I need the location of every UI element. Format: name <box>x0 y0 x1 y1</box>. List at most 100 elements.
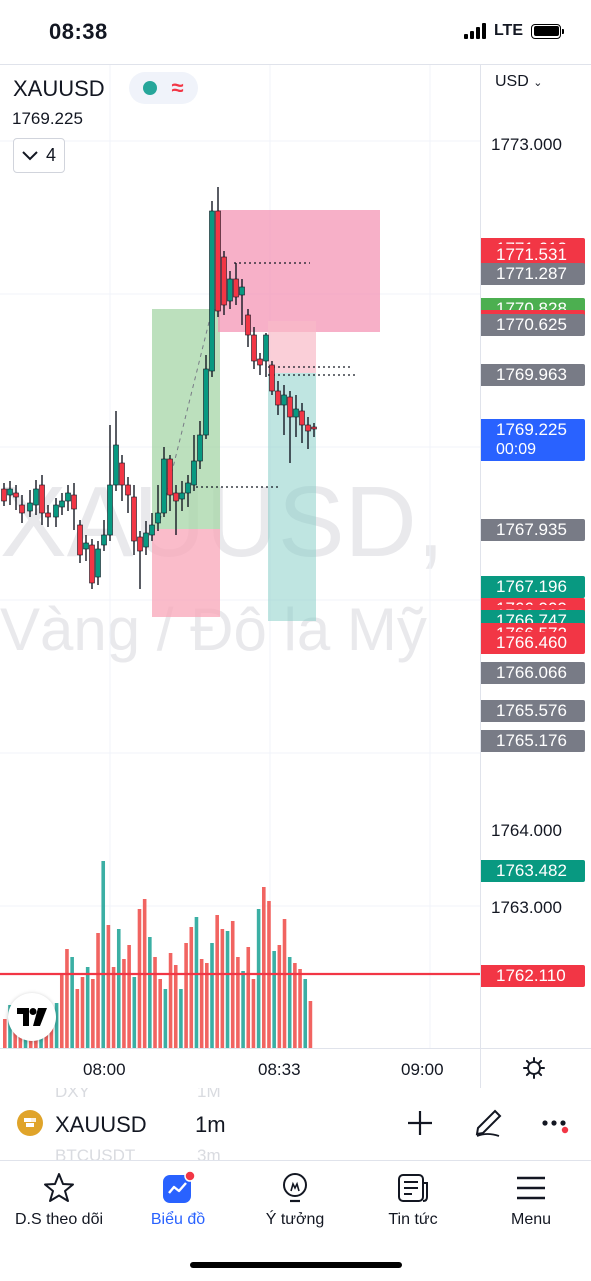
bearish-candle <box>257 358 263 366</box>
bearish-candle <box>221 256 227 306</box>
bearish-candle <box>89 544 95 584</box>
indicators-toggle-button[interactable]: 4 <box>13 138 65 173</box>
nav-item-ideas[interactable]: Ý tưởng <box>235 1171 355 1229</box>
volume-bar <box>236 957 240 1049</box>
volume-bar <box>75 989 80 1049</box>
currency-label: USD <box>495 73 529 90</box>
chart-pane[interactable]: XAUUSD, 1 Vàng / Đô la Mỹ XAUUSD ≈ 1769.… <box>0 64 480 1049</box>
volume-bar <box>210 943 214 1049</box>
bullish-candle <box>101 534 107 546</box>
price-axis[interactable]: USD ⌄ 1773.000 1764.000 1763.000 1771.61… <box>480 64 591 1048</box>
volume-bar <box>80 977 85 1049</box>
bullish-candle <box>33 488 39 506</box>
nav-label: Biểu đồ <box>150 1211 206 1228</box>
more-options-icon[interactable] <box>541 1108 571 1138</box>
nav-item-chart[interactable]: Biểu đồ <box>118 1171 238 1229</box>
volume-bar <box>122 959 126 1049</box>
volume-bar <box>153 957 157 1049</box>
volume-bar <box>225 931 230 1049</box>
volume-bar <box>298 969 302 1049</box>
volume-bar <box>59 975 64 1049</box>
volume-bar <box>215 915 219 1049</box>
market-status-pill[interactable]: ≈ <box>129 72 198 104</box>
interval-selector[interactable]: 1m <box>195 1112 226 1137</box>
volume-bar <box>127 945 131 1049</box>
price-tag: 1766.066 <box>481 662 585 685</box>
bullish-candle <box>191 460 197 486</box>
bearish-candle <box>13 492 19 498</box>
market-open-dot-icon <box>143 81 158 95</box>
drawing-pen-icon[interactable] <box>473 1108 503 1138</box>
volume-bar <box>256 909 261 1049</box>
volume-bar <box>246 947 251 1049</box>
volume-bar <box>230 921 235 1049</box>
nav-label: D.S theo dõi <box>14 1211 104 1228</box>
symbol-toolbar: DXY 1M BTCUSDT 3m XAUUSD 1m <box>0 1088 591 1160</box>
bearish-candle <box>275 390 281 406</box>
volume-bar <box>148 937 152 1049</box>
time-axis[interactable]: 08:00 08:33 09:00 <box>0 1048 591 1090</box>
bearish-candle <box>137 536 143 552</box>
bearish-candle <box>131 496 137 542</box>
price-tag: 1763.482 <box>481 859 585 882</box>
volume-bar <box>116 929 121 1049</box>
bullish-candle <box>113 444 119 486</box>
volume-bar <box>199 959 204 1049</box>
volume-bar <box>13 1029 17 1049</box>
nav-label: Ý tưởng <box>265 1211 325 1228</box>
volume-bar <box>272 951 276 1049</box>
nav-item-menu[interactable]: Menu <box>471 1171 591 1229</box>
volume-bar <box>173 965 178 1049</box>
bullish-candle <box>179 492 185 500</box>
axis-label: 1773.000 <box>491 135 562 154</box>
symbol-selector[interactable]: XAUUSD <box>55 1112 147 1137</box>
chevron-down-icon: ⌄ <box>533 77 543 89</box>
bullish-candle <box>27 502 33 512</box>
volume-bar <box>54 1003 59 1049</box>
bearish-candle <box>215 210 221 312</box>
volume-bar <box>220 929 225 1049</box>
price-tag: 1769.963 <box>481 364 585 387</box>
bearish-candle <box>45 512 51 518</box>
bullish-candle <box>281 394 287 406</box>
currency-selector[interactable]: USD ⌄ <box>495 73 542 91</box>
chart-canvas[interactable] <box>0 65 480 1049</box>
price-tag: 1765.176 <box>481 730 585 753</box>
volume-bar <box>101 861 106 1049</box>
chart-symbol-title[interactable]: XAUUSD <box>13 76 105 101</box>
price-tag: 1766.460 <box>481 631 585 654</box>
ghost-symbol: BTCUSDT <box>55 1146 136 1160</box>
chart-settings-gear-icon[interactable] <box>523 1057 545 1079</box>
bearish-candle <box>1 488 7 502</box>
bullish-candle <box>7 488 13 496</box>
bullish-candle <box>185 482 191 494</box>
volume-bar <box>132 977 137 1049</box>
status-bar: 08:38 LTE <box>0 0 591 64</box>
signal-icon <box>463 23 486 39</box>
volume-bar <box>241 971 245 1049</box>
bearish-candle <box>269 364 275 392</box>
nav-item-news[interactable]: Tin tức <box>353 1171 473 1229</box>
volume-bar <box>189 927 194 1049</box>
volume-bar <box>262 887 266 1049</box>
add-plus-icon[interactable] <box>405 1108 435 1138</box>
volume-bar <box>3 1019 7 1049</box>
news-icon <box>398 1174 428 1202</box>
tradingview-logo-icon[interactable] <box>8 993 56 1041</box>
volume-bar <box>163 989 168 1049</box>
ghost-interval: 3m <box>197 1146 221 1160</box>
bullish-candle <box>149 524 155 536</box>
ghost-interval: 1M <box>197 1088 221 1101</box>
volume-bar <box>137 909 142 1049</box>
volume-bar <box>49 1019 54 1049</box>
nav-label: Tin tức <box>388 1211 438 1228</box>
price-tag: 1767.935 <box>481 519 585 542</box>
bullish-candle <box>107 484 113 536</box>
bullish-candle <box>59 500 65 508</box>
volume-bar <box>184 943 188 1049</box>
volume-bar <box>303 979 308 1049</box>
indicator-count: 4 <box>45 145 56 165</box>
nav-item-watchlist[interactable]: D.S theo dõi <box>0 1171 119 1229</box>
time-label: 08:00 <box>83 1060 126 1079</box>
volume-bar <box>106 925 111 1049</box>
